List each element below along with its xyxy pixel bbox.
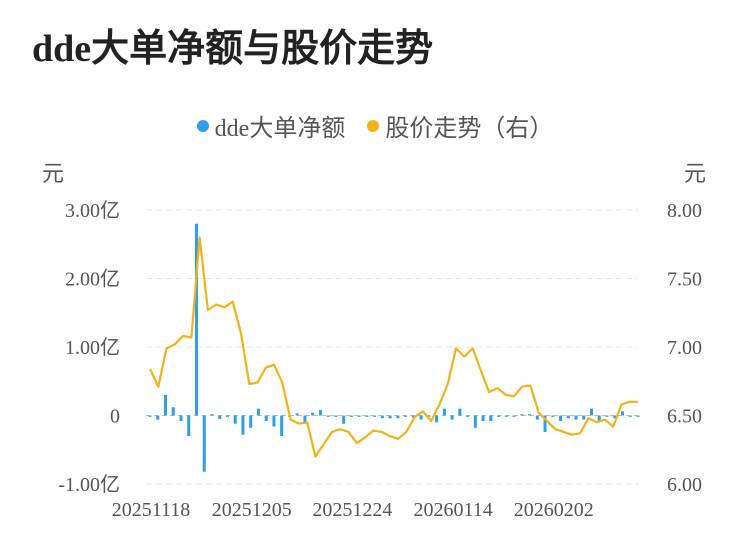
dde-bar bbox=[574, 415, 578, 420]
dde-bar bbox=[326, 415, 330, 417]
dde-bar bbox=[450, 415, 454, 420]
dde-bar bbox=[303, 415, 307, 424]
dde-bar bbox=[512, 415, 516, 417]
left-tick-label: 2.00亿 bbox=[65, 268, 120, 291]
dde-bar bbox=[489, 415, 493, 421]
left-axis-unit: 元 bbox=[42, 161, 65, 186]
dde-bar bbox=[380, 415, 384, 419]
dde-bar bbox=[435, 415, 439, 423]
dde-bar bbox=[187, 415, 191, 437]
dde-bar bbox=[171, 407, 175, 416]
dde-bar bbox=[543, 415, 547, 432]
legend-label-price: 股价走势（右） bbox=[385, 116, 554, 142]
dde-bar bbox=[179, 415, 183, 421]
dde-bar bbox=[566, 415, 570, 419]
right-tick-label: 6.50 bbox=[667, 406, 702, 428]
dde-bar bbox=[349, 415, 353, 417]
dde-bar bbox=[535, 415, 539, 420]
dde-bar bbox=[249, 415, 253, 428]
legend-marker-price bbox=[367, 119, 380, 132]
dde-bar bbox=[272, 415, 276, 427]
price-line bbox=[149, 236, 638, 458]
dde-bar bbox=[528, 414, 532, 416]
dde-bar bbox=[373, 415, 377, 417]
legend-item-dde[interactable]: dde大单净额 bbox=[196, 108, 346, 143]
dde-bar bbox=[458, 408, 462, 416]
x-tick-label: 20251118 bbox=[112, 499, 191, 521]
dde-bar bbox=[218, 415, 222, 419]
dde-bar bbox=[473, 415, 477, 428]
left-tick-label: 3.00亿 bbox=[65, 199, 120, 222]
dde-bar bbox=[194, 223, 198, 416]
dde-bar bbox=[156, 415, 160, 420]
dde-bar bbox=[481, 415, 485, 421]
dde-bar bbox=[148, 415, 152, 417]
x-tick-label: 20260202 bbox=[514, 499, 594, 521]
dde-bar bbox=[264, 415, 268, 421]
dde-bar bbox=[342, 415, 346, 424]
dde-bar bbox=[497, 415, 501, 417]
dde-bar bbox=[334, 415, 338, 417]
right-axis-unit: 元 bbox=[684, 161, 707, 186]
dde-bar bbox=[295, 413, 299, 416]
dde-bar bbox=[559, 415, 563, 421]
dde-bar bbox=[551, 415, 555, 417]
x-tick-label: 20251205 bbox=[212, 499, 292, 521]
legend: dde大单净额 股价走势（右） bbox=[0, 108, 750, 143]
dde-bar bbox=[233, 415, 237, 424]
dde-bar bbox=[442, 408, 446, 416]
dde-bar bbox=[597, 415, 601, 421]
left-tick-label: -1.00亿 bbox=[58, 473, 120, 496]
dde-bar bbox=[365, 415, 369, 417]
dde-bar bbox=[388, 415, 392, 419]
dde-bar bbox=[621, 411, 625, 416]
dde-bar bbox=[225, 415, 229, 417]
dde-bar bbox=[241, 415, 245, 435]
legend-label-dde: dde大单净额 bbox=[214, 116, 346, 142]
dde-bar bbox=[396, 415, 400, 419]
x-tick-label: 20260114 bbox=[413, 499, 492, 521]
dde-bar bbox=[318, 410, 322, 416]
dde-bar bbox=[210, 414, 214, 416]
left-tick-label: 1.00亿 bbox=[65, 336, 120, 359]
legend-marker-dde bbox=[196, 119, 209, 132]
right-tick-label: 6.00 bbox=[667, 474, 702, 496]
right-tick-label: 7.00 bbox=[667, 337, 702, 359]
dde-bar bbox=[636, 415, 640, 417]
dde-bar bbox=[404, 415, 408, 417]
dde-bar bbox=[466, 415, 470, 417]
dde-bar bbox=[202, 415, 206, 472]
left-tick-label: 0 bbox=[110, 406, 120, 428]
right-tick-label: 8.00 bbox=[667, 200, 702, 222]
dde-bar bbox=[605, 415, 609, 417]
dde-bar bbox=[163, 394, 167, 416]
dde-bar bbox=[504, 415, 508, 417]
right-tick-label: 7.50 bbox=[667, 269, 702, 291]
dde-bar bbox=[582, 415, 586, 420]
dde-bar bbox=[520, 414, 524, 416]
chart-title: dde大单净额与股价走势 bbox=[32, 28, 434, 70]
legend-item-price[interactable]: 股价走势（右） bbox=[367, 108, 553, 143]
dde-bar bbox=[357, 415, 361, 417]
x-tick-label: 20251224 bbox=[312, 499, 392, 521]
dde-bar bbox=[311, 412, 315, 416]
dde-bar bbox=[590, 408, 594, 416]
dde-bar bbox=[427, 415, 431, 417]
dde-bar bbox=[628, 415, 632, 417]
dde-bar bbox=[419, 415, 423, 420]
dde-bar bbox=[280, 415, 284, 437]
dde-bar bbox=[613, 415, 617, 419]
dde-bar bbox=[256, 408, 260, 416]
dde-bar bbox=[411, 415, 415, 418]
